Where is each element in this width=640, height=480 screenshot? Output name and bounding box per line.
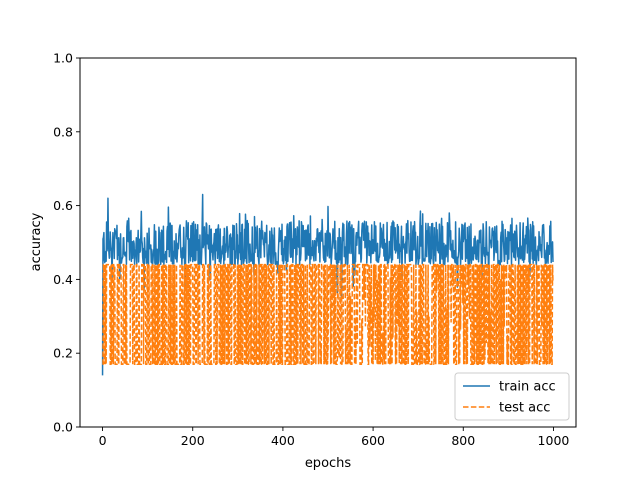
x-tick-label-0: 0 <box>99 433 107 448</box>
y-axis-label: accuracy <box>29 212 44 271</box>
x-tick-label-600: 600 <box>361 433 385 448</box>
x-tick-label-400: 400 <box>271 433 295 448</box>
legend-box <box>454 372 570 421</box>
y-tick-label-5: 1.0 <box>53 51 73 66</box>
axes-frame <box>79 57 577 428</box>
y-tick-label-4: 0.8 <box>53 124 73 139</box>
series-line-test-acc <box>102 263 554 366</box>
y-tick-label-3: 0.6 <box>53 198 73 213</box>
y-tick-label-1: 0.2 <box>53 346 73 361</box>
series-layer <box>101 193 554 376</box>
x-axis-label: epochs <box>305 456 352 471</box>
series-line-train-acc <box>101 193 554 376</box>
y-tick-label-0: 0.0 <box>53 420 73 435</box>
legend: train acc test acc <box>454 372 570 421</box>
x-tick-label-1000: 1000 <box>538 433 570 448</box>
y-tick-label-2: 0.4 <box>53 272 73 287</box>
axes-layer: 0 200 400 600 800 1000 0.0 0.2 0.4 0.6 0.8 1.0 <box>53 51 577 448</box>
x-tick-label-800: 800 <box>451 433 475 448</box>
legend-label-0: train acc <box>499 380 556 395</box>
legend-label-1: test acc <box>499 401 550 416</box>
x-tick-label-200: 200 <box>181 433 205 448</box>
